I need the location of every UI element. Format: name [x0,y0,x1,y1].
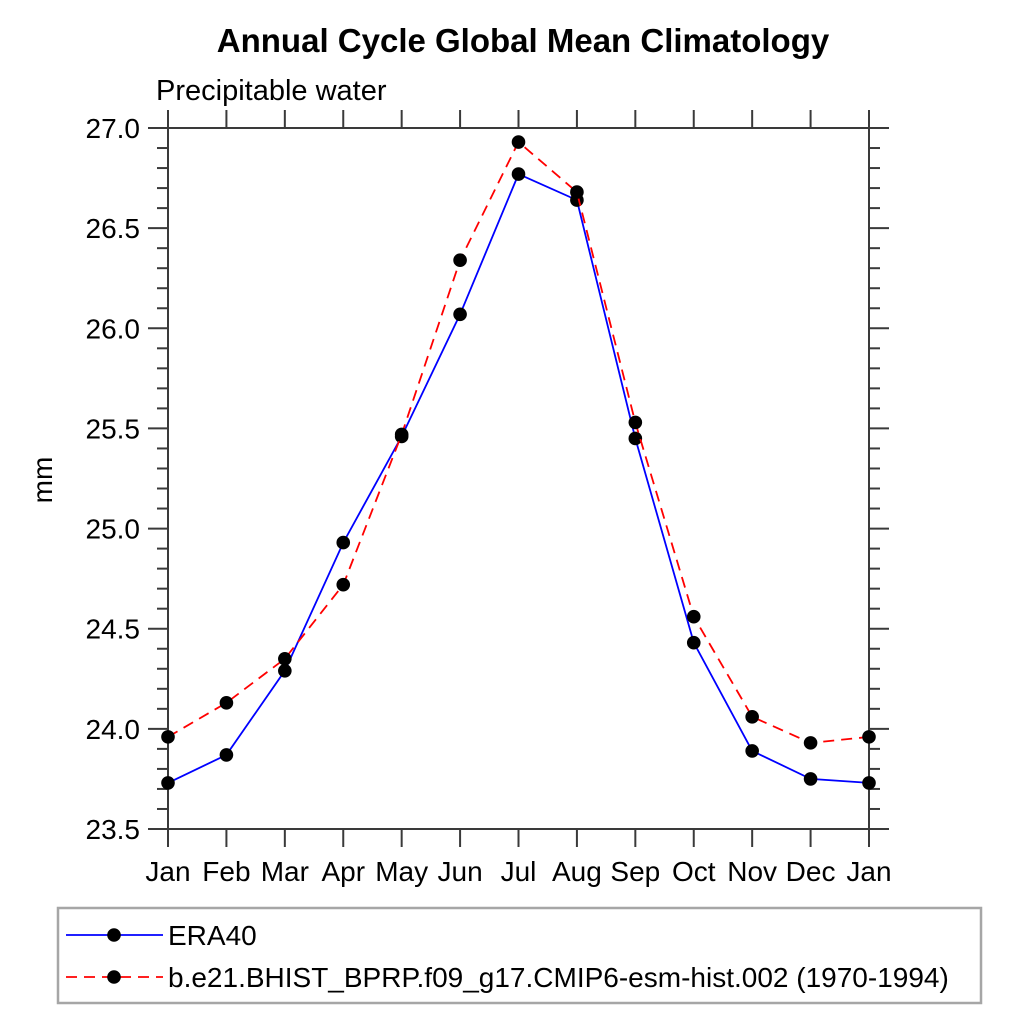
y-tick-label: 25.0 [86,514,141,545]
data-point-marker [745,744,759,758]
y-tick-label: 25.5 [86,413,141,444]
data-point-marker [336,535,351,550]
x-tick-label: Jul [501,856,537,887]
x-tick-label: Apr [321,856,365,887]
data-series [161,135,876,790]
legend-entry-model: b.e21.BHIST_BPRP.f09_g17.CMIP6-esm-hist.… [66,962,949,993]
series-line-1 [167,140,870,744]
data-point-marker [336,577,351,592]
data-point-marker [511,135,526,149]
data-point-marker [453,253,467,267]
y-tick-label: 23.5 [86,814,141,845]
data-point-marker [278,651,292,666]
data-point-marker [161,776,175,790]
axes: 23.5 24.0 24.5 25.0 25.5 26.0 26.5 27.0 Jan Feb Ma… [86,110,892,887]
y-tick-label: 26.5 [86,213,141,244]
x-tick-label: Feb [202,856,250,887]
data-point-marker [570,185,584,199]
data-point-marker [394,427,409,442]
series-line-0 [167,172,870,784]
legend-label-era40: ERA40 [168,920,257,951]
data-point-marker [803,736,818,750]
x-tick-label: Sep [610,856,660,887]
x-tick-label: Jan [846,856,891,887]
data-point-marker [628,431,643,446]
x-tick-label: Jan [145,856,190,887]
y-axis-label: mm [27,457,58,504]
y-tick-label: 24.0 [86,714,141,745]
x-tick-label: Nov [727,856,777,887]
data-point-marker [628,415,643,430]
y-tick-label: 26.0 [86,313,141,344]
x-tick-label: Dec [786,856,836,887]
legend-marker-model [107,970,121,984]
x-tick-label: Aug [552,856,602,887]
data-point-marker [686,635,701,650]
x-tick-label: Jun [438,856,483,887]
data-point-marker [745,710,759,724]
y-tick-label: 24.5 [86,614,141,645]
data-point-marker [862,776,876,790]
legend-label-model: b.e21.BHIST_BPRP.f09_g17.CMIP6-esm-hist.… [168,962,949,993]
data-point-marker [219,696,234,710]
data-point-marker [278,663,292,678]
x-tick-label: May [375,856,428,887]
data-point-marker [862,730,876,744]
legend-marker-era40 [107,928,121,942]
chart-subtitle: Precipitable water [156,75,387,107]
data-point-marker [686,609,701,624]
data-point-marker [453,307,467,322]
data-point-marker [219,748,234,762]
chart-title: Annual Cycle Global Mean Climatology [217,22,830,59]
plot-frame [167,127,870,830]
legend-entry-era40: ERA40 [66,920,257,951]
legend-box [56,906,983,1005]
legend: ERA40 b.e21.BHIST_BPRP.f09_g17.CMIP6-esm… [56,906,983,1005]
x-tick-label: Mar [261,856,309,887]
data-point-marker [161,730,175,744]
y-tick-label: 27.0 [86,113,141,144]
data-point-marker [511,167,526,181]
data-point-marker [803,772,818,786]
x-tick-label: Oct [672,856,716,887]
